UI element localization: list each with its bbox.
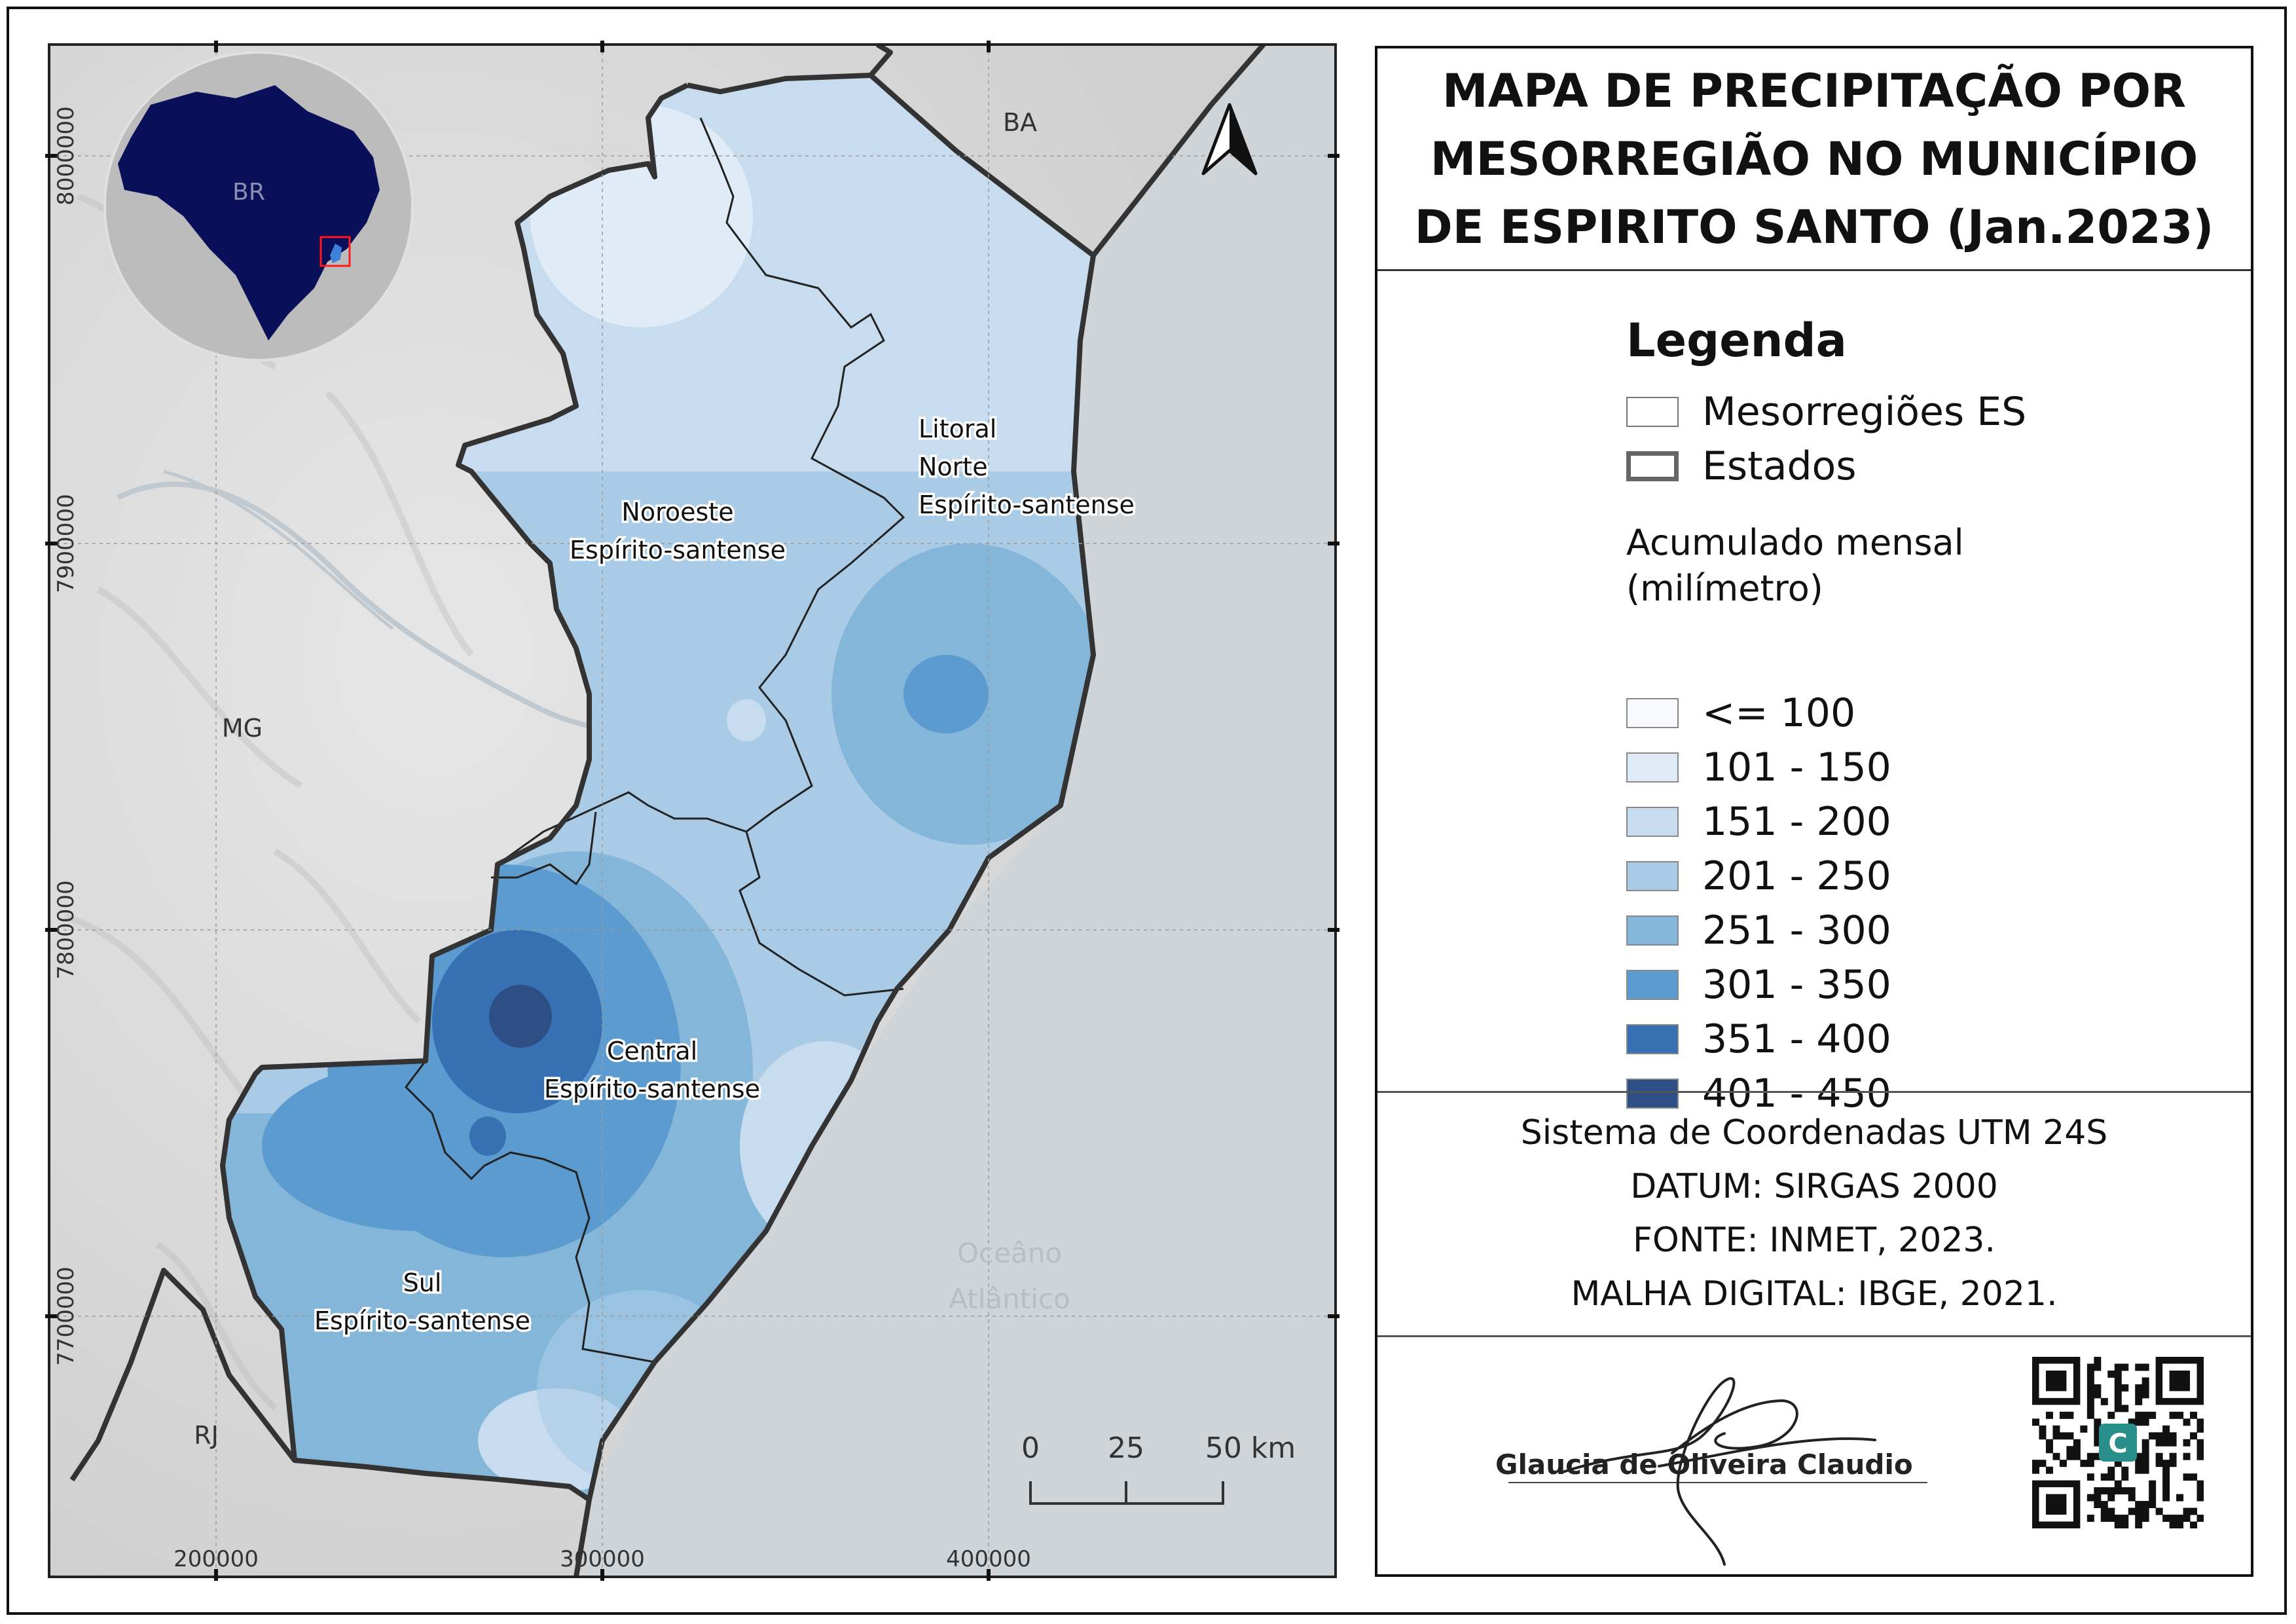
legend-class: 201 - 250 [1626, 853, 1891, 899]
scale-bar: 0 25 50 km [1021, 1431, 1296, 1505]
northing-label: 7700000 [53, 1266, 79, 1365]
legend-class-label: 251 - 300 [1702, 908, 1891, 953]
legend-title: Legenda [1626, 314, 1847, 367]
legend-swatch [1626, 807, 1679, 837]
legend-layer-mesoregions: Mesorregiões ES [1626, 389, 2026, 435]
legend-swatch [1626, 861, 1679, 891]
state-boundaries [69, 45, 1266, 1577]
legend-swatch [1626, 752, 1679, 783]
map-canvas: 200000 300000 400000 8000000 7900000 780… [45, 41, 1339, 1581]
legend-ramp-title: Acumulado mensal (milímetro) [1626, 522, 1964, 609]
legend-class: 301 - 350 [1626, 962, 1891, 1008]
qr-code-icon[interactable]: C [2032, 1357, 2204, 1528]
legend-class-label: 151 - 200 [1702, 799, 1891, 845]
ocean-label: Oceâno Atlântico [949, 1237, 1070, 1315]
inset-label: BR [232, 179, 265, 206]
legend-swatch [1626, 915, 1679, 946]
region-labels: Noroeste Espírito-santense Litoral Norte… [312, 413, 1137, 1338]
map-frame-content [49, 45, 1336, 1577]
state-labels: BA MG RJ [194, 108, 1037, 1450]
mesh-text: MALHA DIGITAL: IBGE, 2021. [1571, 1274, 2058, 1314]
region-label-noroeste: Noroeste [621, 498, 733, 526]
legend-class: 101 - 150 [1626, 745, 1891, 790]
side-panel: MAPA DE PRECIPITAÇÃO POR MESORREGIÃO NO … [1375, 46, 2253, 1577]
legend-layer-states: Estados [1626, 443, 1857, 489]
legend-class: 251 - 300 [1626, 908, 1891, 953]
crs-text: Sistema de Coordenadas UTM 24S [1520, 1113, 2108, 1153]
northing-label: 8000000 [53, 106, 79, 205]
legend-class-label: 301 - 350 [1702, 962, 1891, 1008]
legend-class-label: 101 - 150 [1702, 745, 1891, 790]
legend-swatch [1626, 1024, 1679, 1054]
datum-text: DATUM: SIRGAS 2000 [1630, 1167, 1998, 1206]
metadata-box: Sistema de Coordenadas UTM 24S DATUM: SI… [1377, 1091, 2251, 1337]
signature-name: Glaucia de Oliveira Claudio [1495, 1449, 1913, 1481]
easting-label: 300000 [560, 1546, 645, 1572]
region-label-sul: Espírito-santense [314, 1306, 530, 1335]
state-label-ba: BA [1003, 108, 1037, 137]
legend-swatch [1626, 970, 1679, 1000]
legend-class-label: 401 - 450 [1702, 1071, 1891, 1116]
map-border [48, 43, 1337, 1578]
svg-text:50 km: 50 km [1205, 1431, 1296, 1465]
legend-class: 351 - 400 [1626, 1016, 1891, 1062]
mesoregion-boundaries [405, 117, 905, 1363]
easting-label: 200000 [173, 1546, 259, 1572]
state-label-mg: MG [222, 714, 263, 743]
legend-class: <= 100 [1626, 690, 1855, 736]
inset-map: BR [103, 51, 414, 361]
title-box: MAPA DE PRECIPITAÇÃO POR MESORREGIÃO NO … [1377, 48, 2251, 271]
river [163, 470, 394, 630]
svg-text:Oceâno: Oceâno [957, 1237, 1062, 1269]
state-label-rj: RJ [194, 1421, 219, 1450]
northing-label: 7900000 [53, 494, 79, 593]
region-label-litoral: Espírito-santense [919, 490, 1135, 519]
legend-class: 401 - 450 [1626, 1071, 1891, 1116]
region-label-noroeste: Espírito-santense [570, 536, 786, 564]
region-label-central: Espírito-santense [544, 1075, 760, 1103]
frame-ticks [45, 41, 1339, 1581]
legend-class-label: 201 - 250 [1702, 853, 1891, 899]
svg-text:0: 0 [1021, 1431, 1040, 1465]
legend-swatch [1626, 397, 1679, 427]
ocean [583, 45, 1336, 1577]
coordinate-labels: 200000 300000 400000 8000000 7900000 780… [53, 106, 1031, 1572]
northing-label: 7800000 [53, 880, 79, 979]
signature-icon [1508, 1377, 1927, 1566]
svg-text:Atlântico: Atlântico [949, 1283, 1070, 1315]
legend-class: 151 - 200 [1626, 799, 1891, 845]
legend-class-label: 351 - 400 [1702, 1016, 1891, 1062]
inset-locator [319, 236, 351, 267]
region-label-litoral: Litoral [919, 415, 996, 443]
map-title: MAPA DE PRECIPITAÇÃO POR MESORREGIÃO NO … [1414, 64, 2214, 254]
legend-class-label: <= 100 [1702, 690, 1856, 736]
region-label-sul: Sul [403, 1268, 442, 1297]
legend-swatch [1626, 698, 1679, 728]
region-label-litoral: Norte [919, 452, 988, 481]
easting-label: 400000 [946, 1546, 1031, 1572]
legend-swatch [1626, 451, 1679, 481]
north-arrow-icon [1201, 103, 1258, 175]
source-text: FONTE: INMET, 2023. [1632, 1221, 1996, 1260]
svg-text:C: C [2108, 1429, 2127, 1459]
brazil-shape [118, 85, 380, 341]
legend-swatch [1626, 1079, 1679, 1109]
region-label-central: Central [607, 1037, 697, 1065]
page-frame [7, 7, 2287, 1615]
svg-text:25: 25 [1108, 1431, 1144, 1465]
